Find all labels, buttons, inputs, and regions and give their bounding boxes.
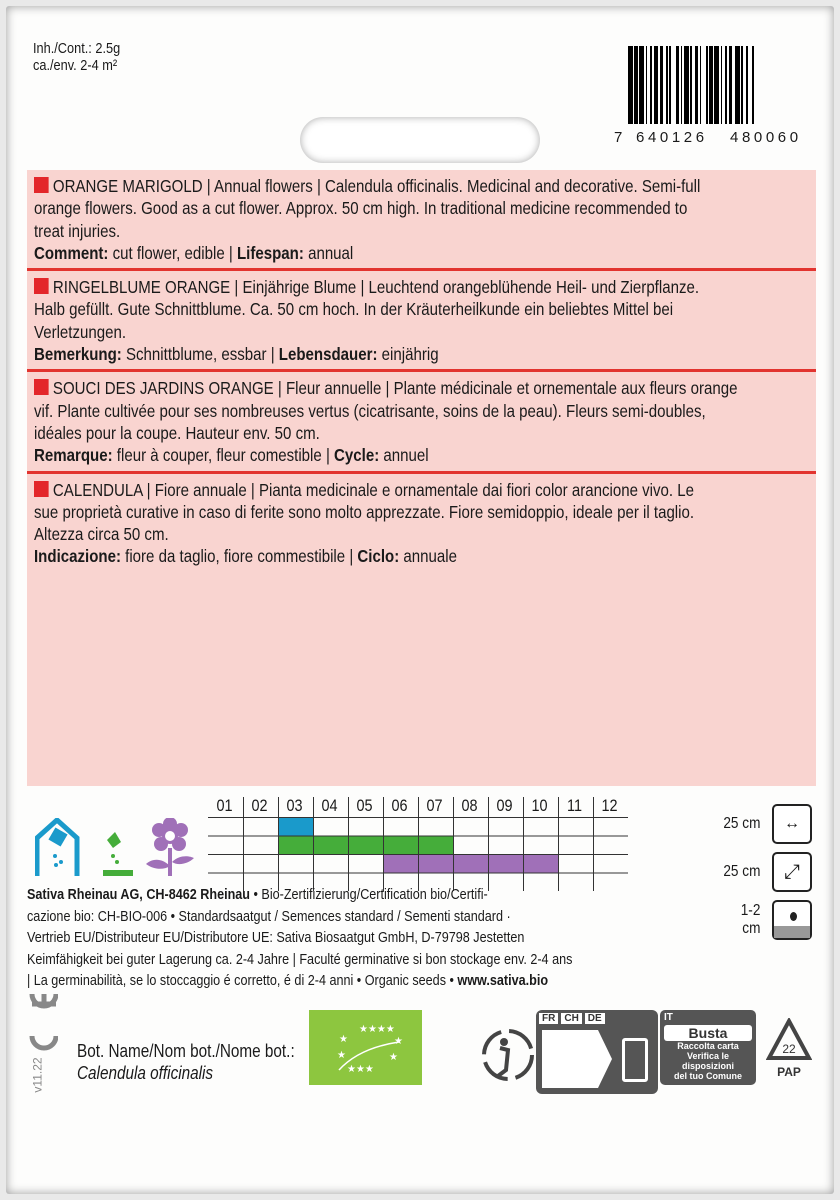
- sowing-outdoor-cell: [313, 836, 349, 855]
- description-section: SOUCI DES JARDINS ORANGE | Fleur annuell…: [27, 372, 816, 474]
- barcode-bar: [639, 46, 644, 124]
- svg-text:PAP: PAP: [777, 1065, 801, 1079]
- svg-text:★: ★: [337, 1050, 346, 1061]
- barcode-bar: [653, 46, 659, 124]
- sowing-outdoor-cell: [278, 836, 314, 855]
- barcode-bar: [659, 46, 664, 124]
- sowing-indoor-cell: [278, 817, 314, 836]
- plant-spacing-icon: ⤢: [772, 852, 812, 892]
- hang-hole: [300, 117, 540, 163]
- barcode-bar: [628, 46, 633, 124]
- barcode-bar: [675, 46, 680, 124]
- outdoor-sowing-icon: [103, 832, 133, 876]
- description-section: CALENDULA | Fiore annuale | Pianta medic…: [27, 474, 816, 572]
- flowering-icon: [146, 817, 194, 876]
- description-section: ORANGE MARIGOLD | Annual flowers | Calen…: [27, 170, 816, 272]
- company-info: Sativa Rheinau AG, CH-8462 Rheinau • Bio…: [27, 886, 573, 989]
- svg-text:★★★★: ★★★★: [359, 1024, 395, 1035]
- barcode-bar: [634, 46, 638, 124]
- barcode-bar: [699, 46, 702, 124]
- website-link[interactable]: www.sativa.bio: [457, 972, 549, 989]
- barcode-bar: [666, 46, 668, 124]
- sowing-calendar-grid: [208, 797, 628, 891]
- barcode-bar: [720, 46, 723, 124]
- month-label: 01: [216, 796, 233, 815]
- barcode-bar: [645, 46, 648, 124]
- italy-disposal-label: IT Busta Raccolta carta Verifica le dispo…: [660, 1010, 756, 1085]
- red-square-icon: [34, 177, 49, 193]
- flowering-cell: [383, 854, 419, 873]
- content-info: Inh./Cont.: 2.5g ca./env. 2-4 m²: [33, 40, 121, 74]
- barcode-bar: [709, 46, 713, 124]
- sowing-depth-icon: [772, 900, 812, 940]
- barcode-bar: [752, 46, 755, 124]
- botanical-name: Bot. Name/Nom bot./Nome bot.: Calendula …: [77, 1041, 295, 1083]
- row-spacing-icon: ↔: [772, 804, 812, 844]
- eu-organic-logo: ★★★★ ★ ★ ★ ★ ★★★: [309, 1010, 422, 1085]
- month-label: 10: [531, 796, 548, 815]
- barcode-bars: [628, 46, 823, 124]
- barcode: 7 640126 480060: [614, 46, 823, 146]
- svg-text:★: ★: [389, 1052, 398, 1063]
- remark-line: Bemerkung: Schnittblume, essbar | Lebens…: [34, 344, 439, 365]
- red-square-icon: [34, 278, 49, 295]
- svg-text:22: 22: [782, 1042, 796, 1056]
- month-label: 11: [566, 796, 583, 815]
- sowing-outdoor-cell: [383, 836, 419, 855]
- barcode-bar: [714, 46, 719, 124]
- month-label: 09: [496, 796, 513, 815]
- barcode-bar: [754, 46, 756, 124]
- month-label: 05: [356, 796, 373, 815]
- calendar-legend-icons: [34, 816, 205, 883]
- month-label: 06: [391, 796, 408, 815]
- description-panel: ORANGE MARIGOLD | Annual flowers | Calen…: [27, 170, 816, 786]
- sowing-outdoor-cell: [348, 836, 384, 855]
- month-label: 02: [251, 796, 268, 815]
- remark-line: Remarque: fleur à couper, fleur comestib…: [34, 445, 429, 466]
- barcode-bar: [690, 46, 692, 124]
- month-label: 04: [321, 796, 338, 815]
- barcode-bar: [746, 46, 748, 124]
- barcode-bar: [706, 46, 708, 124]
- sowing-outdoor-cell: [418, 836, 454, 855]
- greenhouse-sowing-icon: [34, 816, 80, 876]
- spacing-row: 1-2 cm: [716, 900, 812, 940]
- barcode-bar: [728, 46, 732, 124]
- envelope-icon: [542, 1030, 612, 1088]
- version-label: v11.22: [30, 1057, 45, 1093]
- description-section: RINGELBLUME ORANGE | Einjährige Blume | …: [27, 271, 816, 373]
- flowering-cell: [418, 854, 454, 873]
- barcode-bar: [695, 46, 699, 124]
- barcode-bar: [680, 46, 683, 124]
- month-label: 12: [601, 796, 618, 815]
- spacing-row: 25 cm ↔: [716, 804, 812, 844]
- red-square-icon: [34, 379, 49, 396]
- barcode-bar: [650, 46, 652, 124]
- barcode-bar: [725, 46, 727, 124]
- flowering-cell: [453, 854, 489, 873]
- flowering-cell: [523, 854, 559, 873]
- remark-line: Indicazione: fiore da taglio, fiore comm…: [34, 546, 457, 567]
- svg-text:★: ★: [339, 1034, 348, 1045]
- barcode-bar: [669, 46, 672, 124]
- svg-text:★★★: ★★★: [347, 1064, 374, 1075]
- bin-icon: [622, 1038, 648, 1082]
- month-label: 07: [426, 796, 443, 815]
- barcode-bar: [741, 46, 743, 124]
- month-label: 08: [461, 796, 478, 815]
- red-square-icon: [34, 480, 49, 497]
- pap-recycling-icon: 22 PAP: [765, 1016, 813, 1087]
- remark-line: Comment: cut flower, edible | Lifespan: …: [34, 242, 354, 263]
- triman-icon: [482, 1029, 534, 1081]
- barcode-bar: [734, 46, 740, 124]
- ce-mark-icon: [29, 993, 58, 1051]
- barcode-bar: [683, 46, 689, 124]
- flowering-cell: [488, 854, 524, 873]
- month-label: 03: [286, 796, 303, 815]
- spacing-row: 25 cm ⤢: [716, 852, 812, 892]
